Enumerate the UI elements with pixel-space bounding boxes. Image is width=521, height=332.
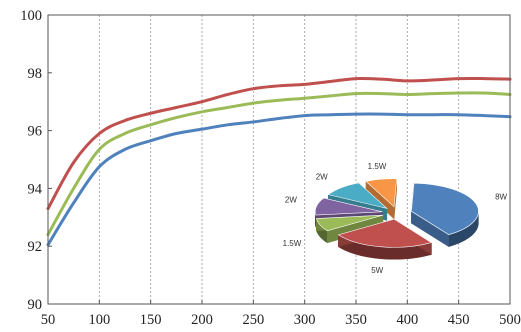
x-tick-label-300: 300	[294, 312, 316, 328]
y-tick-label-92: 92	[28, 239, 43, 255]
x-tick-label-500: 500	[499, 312, 521, 328]
gridlines	[98, 15, 511, 304]
x-tick-label-250: 250	[242, 312, 264, 328]
y-tick-label-90: 90	[28, 297, 43, 313]
y-tick-label-94: 94	[28, 181, 43, 197]
pie-label-2: 5W	[371, 266, 383, 275]
pie-slice-1	[411, 182, 479, 248]
series-line-1	[46, 76, 512, 211]
pie-label-1: 8W	[495, 192, 507, 201]
pie-label-3: 1.5W	[283, 239, 302, 248]
x-tick-label-150: 150	[140, 312, 162, 328]
pie-slice-2	[337, 218, 433, 260]
pie-labels: 8W 5W 1.5W 2W 2W 1.5W	[283, 162, 508, 275]
x-tick-label-450: 450	[448, 312, 470, 328]
pie-label-4: 2W	[285, 196, 297, 205]
y-tick-label-100: 100	[20, 8, 42, 24]
y-tick-label-96: 96	[28, 124, 43, 140]
line-series-group	[46, 76, 512, 247]
x-tick-label-50: 50	[41, 312, 56, 328]
axes: 90 92 94 96 98 100 50 100 150 200 250 300 350 400 450 5…	[20, 8, 521, 328]
series-line-2	[46, 91, 512, 237]
x-tick-label-400: 400	[396, 312, 418, 328]
pie-chart-inset	[315, 178, 479, 260]
series-line-3	[46, 112, 512, 247]
x-tick-label-200: 200	[191, 312, 213, 328]
y-tick-label-98: 98	[28, 66, 43, 82]
x-tick-label-350: 350	[345, 312, 367, 328]
x-tick-label-100: 100	[88, 312, 110, 328]
pie-label-6: 1.5W	[368, 162, 387, 171]
plot-frame	[47, 14, 511, 305]
pie-label-5: 2W	[316, 173, 328, 182]
